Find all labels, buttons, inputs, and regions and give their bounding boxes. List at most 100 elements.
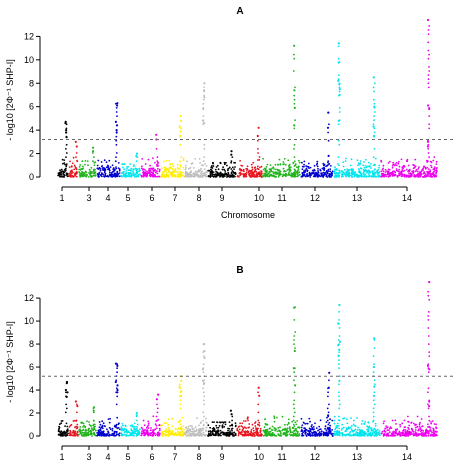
data-point	[410, 422, 412, 424]
data-point	[256, 423, 259, 426]
data-point	[369, 163, 372, 165]
data-point	[203, 96, 206, 99]
data-point	[351, 430, 354, 432]
data-point	[140, 434, 143, 437]
data-point	[130, 172, 133, 175]
data-point	[223, 163, 226, 166]
data-point	[427, 290, 429, 293]
data-point	[276, 430, 279, 433]
data-point	[268, 168, 271, 171]
data-point	[337, 422, 339, 425]
data-point	[428, 405, 431, 408]
data-point	[234, 433, 237, 436]
data-point	[179, 391, 182, 394]
data-point	[338, 359, 340, 361]
data-point	[167, 430, 170, 433]
data-point	[241, 173, 244, 175]
data-point	[338, 348, 341, 351]
data-point	[372, 419, 375, 422]
data-point	[275, 168, 277, 171]
data-point	[168, 428, 171, 431]
data-point	[63, 173, 65, 176]
data-point	[209, 426, 212, 429]
data-point	[327, 427, 329, 430]
data-point	[136, 429, 139, 431]
y-tick-label: 2	[29, 149, 34, 159]
data-point	[341, 423, 344, 426]
data-point	[151, 171, 153, 174]
data-point	[422, 430, 425, 432]
data-point	[422, 433, 425, 435]
data-point	[304, 175, 307, 178]
data-point	[279, 170, 282, 173]
data-point	[424, 173, 427, 175]
data-point	[205, 426, 208, 429]
data-point	[293, 407, 296, 410]
data-point	[87, 176, 90, 178]
data-point	[342, 161, 345, 164]
data-point	[348, 172, 351, 175]
data-point	[168, 167, 171, 170]
data-point	[292, 423, 295, 426]
data-point	[70, 172, 73, 175]
data-point	[179, 130, 182, 133]
data-point	[221, 168, 224, 171]
data-point	[362, 169, 365, 171]
data-point	[363, 173, 365, 176]
data-point	[372, 125, 375, 128]
data-point	[426, 172, 429, 175]
data-point	[100, 433, 103, 436]
data-point	[86, 420, 88, 422]
data-point	[199, 169, 201, 172]
data-point	[133, 422, 136, 425]
data-point	[398, 168, 401, 171]
data-point	[74, 166, 77, 168]
data-point	[262, 175, 265, 178]
data-point	[247, 426, 250, 429]
data-point	[374, 82, 376, 85]
data-point	[422, 169, 425, 171]
data-point	[203, 94, 206, 97]
data-point	[217, 429, 220, 431]
data-point	[373, 102, 376, 105]
data-point	[115, 129, 118, 132]
data-point	[159, 433, 161, 435]
data-point	[313, 431, 315, 434]
data-point	[248, 174, 251, 177]
data-point	[206, 422, 208, 424]
data-point	[246, 168, 249, 171]
data-point	[387, 162, 390, 164]
data-point	[254, 425, 257, 427]
data-point	[98, 421, 101, 423]
data-point	[73, 168, 76, 171]
data-point	[428, 115, 431, 117]
data-point	[388, 168, 391, 171]
data-point	[227, 169, 229, 172]
data-point	[231, 429, 233, 432]
data-point	[241, 431, 243, 434]
data-point	[385, 175, 388, 178]
data-point	[118, 428, 121, 431]
data-point	[435, 175, 438, 178]
data-point	[284, 164, 287, 166]
data-point	[427, 78, 430, 81]
data-point	[259, 166, 261, 169]
data-point	[67, 430, 69, 432]
data-point	[351, 169, 353, 172]
data-point	[264, 423, 267, 425]
data-point	[74, 434, 77, 437]
data-point	[204, 163, 206, 165]
data-point	[408, 424, 411, 427]
data-point	[263, 429, 265, 432]
data-point	[217, 168, 220, 171]
data-point	[174, 175, 177, 178]
data-point	[400, 432, 403, 435]
data-point	[180, 172, 183, 174]
data-point	[184, 175, 187, 178]
data-point	[179, 165, 182, 168]
data-point	[252, 427, 255, 430]
data-point	[409, 431, 412, 433]
data-point	[75, 427, 78, 430]
data-point	[202, 164, 205, 167]
data-point	[293, 367, 296, 370]
